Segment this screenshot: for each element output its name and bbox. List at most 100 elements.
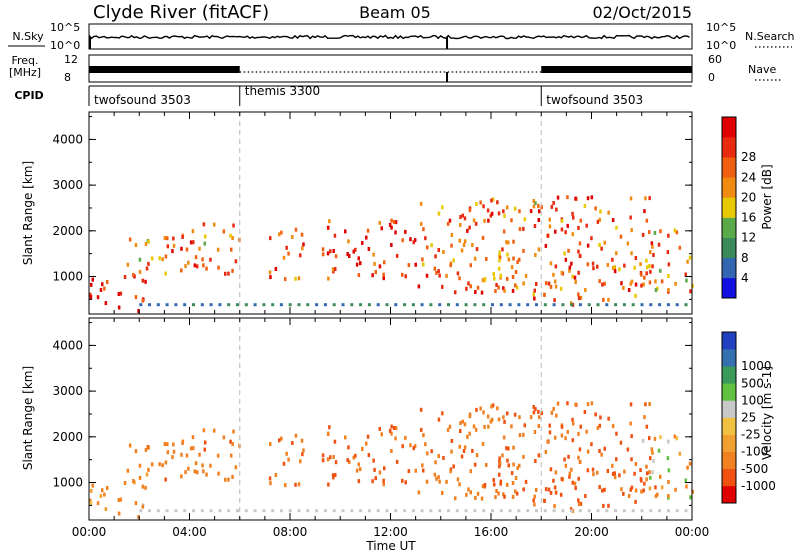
power-cell <box>512 256 515 261</box>
power-cell <box>685 278 688 283</box>
velocity-cell <box>227 509 231 513</box>
power-cell <box>367 303 371 307</box>
velocity-cell <box>147 445 150 450</box>
velocity-cell <box>99 494 103 498</box>
power-cell <box>468 225 471 230</box>
velocity-cell <box>506 458 509 463</box>
power-cell <box>659 268 662 273</box>
power-cell <box>544 243 548 248</box>
velocity-cell <box>448 424 452 429</box>
velocity-cell <box>253 509 257 513</box>
velocity-cell <box>200 509 204 513</box>
power-cell <box>163 236 167 240</box>
power-cell <box>435 270 438 275</box>
y-tick-label: 2000 <box>52 224 83 238</box>
velocity-cell <box>301 452 304 457</box>
velocity-cell <box>499 509 503 513</box>
velocity-cell <box>373 467 376 472</box>
power-cell <box>475 201 478 206</box>
power-cell <box>231 236 234 240</box>
velocity-cell <box>642 488 645 493</box>
velocity-cell <box>656 492 659 497</box>
power-colorbar-tick-label: 24 <box>741 170 756 184</box>
velocity-cell <box>543 498 546 503</box>
velocity-cell <box>499 481 502 486</box>
velocity-cell <box>512 445 515 450</box>
velocity-cell <box>587 509 591 513</box>
power-cell <box>474 221 478 226</box>
velocity-cell <box>459 429 462 433</box>
velocity-cell <box>193 469 197 474</box>
velocity-cell <box>134 501 138 506</box>
power-cell <box>287 251 290 256</box>
power-cell <box>554 264 558 269</box>
power-cell <box>601 282 604 287</box>
velocity-cell <box>507 446 510 451</box>
power-cell <box>603 281 606 286</box>
y-tick-label: 3000 <box>52 178 83 192</box>
power-cell <box>462 243 466 247</box>
velocity-cell <box>445 479 448 484</box>
power-cell <box>650 241 654 246</box>
velocity-cell <box>388 428 392 433</box>
power-cell <box>630 228 633 233</box>
velocity-cell <box>667 468 671 473</box>
power-cell <box>89 292 92 297</box>
power-cell <box>540 205 543 210</box>
power-cell <box>458 276 461 281</box>
power-cell <box>611 257 614 262</box>
velocity-cell <box>641 438 645 443</box>
power-cell <box>401 238 404 243</box>
velocity-cell <box>568 474 571 479</box>
velocity-cell <box>374 476 377 481</box>
velocity-cell <box>138 475 142 480</box>
velocity-colorbar-tick-label: 25 <box>741 411 756 425</box>
velocity-cell <box>171 455 174 460</box>
velocity-cell <box>216 453 220 458</box>
velocity-cell <box>518 415 521 420</box>
velocity-cell <box>463 445 467 450</box>
velocity-cell <box>684 478 687 483</box>
velocity-cell <box>659 474 662 479</box>
velocity-cell <box>468 414 472 419</box>
power-cell <box>535 282 538 286</box>
power-cell <box>564 257 568 262</box>
velocity-cell <box>548 423 551 428</box>
velocity-cell <box>321 458 325 463</box>
power-cell <box>209 303 213 307</box>
velocity-cell <box>144 485 147 490</box>
velocity-cell <box>518 463 521 468</box>
velocity-cell <box>645 464 648 469</box>
velocity-cell <box>516 466 519 470</box>
velocity-cell <box>230 453 233 458</box>
power-cell <box>172 243 176 248</box>
power-cell <box>450 243 453 248</box>
power-cell <box>572 215 575 220</box>
power-cell <box>532 292 535 297</box>
velocity-cell <box>511 481 515 485</box>
power-cell <box>357 273 361 278</box>
power-cell <box>489 213 493 218</box>
power-cell <box>555 207 558 212</box>
power-cell <box>437 211 441 216</box>
velocity-cell <box>382 478 385 483</box>
power-cell <box>454 290 457 295</box>
power-cell <box>104 301 108 306</box>
velocity-cell <box>486 414 490 419</box>
velocity-cell <box>560 433 564 438</box>
velocity-cell <box>227 477 230 482</box>
velocity-cell <box>659 435 662 440</box>
power-cell <box>306 303 310 307</box>
velocity-cell <box>326 457 330 462</box>
velocity-cell <box>209 463 212 468</box>
velocity-cell <box>156 509 160 513</box>
power-cell <box>490 198 493 203</box>
power-cell <box>297 303 301 307</box>
power-cell <box>138 257 142 262</box>
velocity-cell <box>103 492 106 497</box>
power-cell <box>166 236 169 241</box>
velocity-cell <box>390 424 393 429</box>
freq-band <box>89 66 240 73</box>
power-cell <box>513 206 517 211</box>
velocity-colorbar-swatch <box>722 332 736 350</box>
